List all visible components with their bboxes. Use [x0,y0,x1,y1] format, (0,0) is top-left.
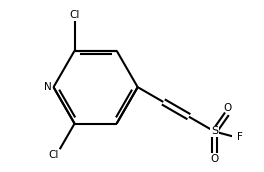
Text: N: N [44,82,52,92]
Text: S: S [211,126,218,137]
Text: F: F [237,132,243,142]
Text: O: O [223,103,232,113]
Text: Cl: Cl [69,10,80,20]
Text: Cl: Cl [48,150,59,160]
Text: O: O [210,154,219,164]
